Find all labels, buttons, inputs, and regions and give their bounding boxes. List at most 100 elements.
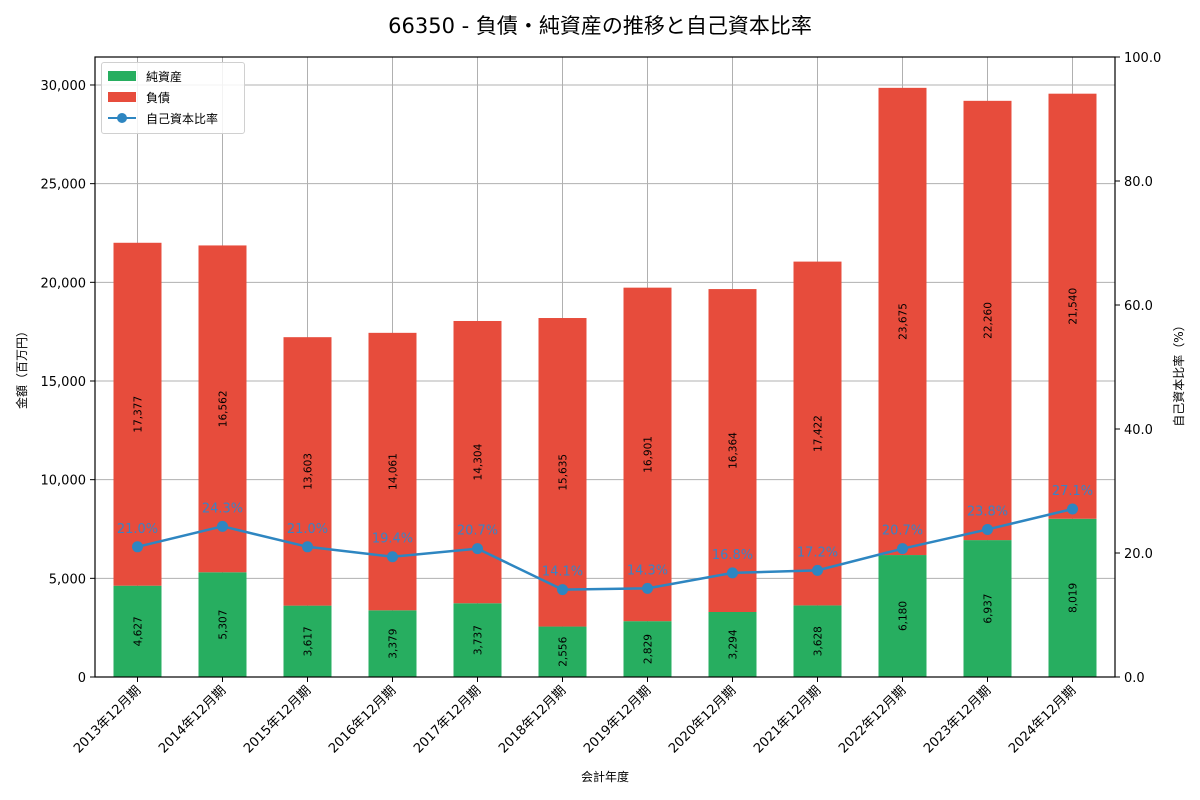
y-left-tick-label: 15,000 bbox=[41, 375, 87, 390]
legend-label-ratio: 自己資本比率 bbox=[146, 111, 219, 126]
bar-value-label-net-assets: 5,307 bbox=[218, 610, 230, 640]
y-right-tick-label: 40.0 bbox=[1124, 423, 1153, 438]
y-right-tick-label: 100.0 bbox=[1124, 51, 1161, 66]
ratio-value-label: 16.8% bbox=[712, 548, 753, 563]
bar-value-label-net-assets: 4,627 bbox=[133, 616, 145, 646]
ratio-line-marker-icon bbox=[108, 113, 136, 123]
bar-net-assets bbox=[963, 540, 1012, 677]
y-left-tick-label: 0 bbox=[78, 671, 86, 686]
bar-value-label-net-assets: 3,628 bbox=[813, 626, 825, 656]
y-left-tick-label: 5,000 bbox=[49, 572, 86, 587]
ratio-value-label: 14.3% bbox=[627, 563, 668, 578]
ratio-marker bbox=[472, 543, 483, 555]
bar-liabilities bbox=[538, 318, 587, 627]
bar-net-assets bbox=[1048, 518, 1097, 677]
bar-value-label-liabilities: 14,061 bbox=[388, 453, 400, 490]
ratio-value-label: 14.1% bbox=[542, 565, 583, 580]
bar-value-label-liabilities: 22,260 bbox=[983, 302, 995, 339]
x-tick-label: 2024年12月期 bbox=[1006, 683, 1079, 756]
bar-value-label-net-assets: 3,617 bbox=[303, 626, 315, 656]
bar-net-assets bbox=[623, 621, 672, 677]
x-tick-label: 2016年12月期 bbox=[326, 683, 399, 756]
ratio-marker bbox=[132, 541, 143, 553]
net-assets-swatch-icon bbox=[108, 71, 136, 81]
liabilities-swatch-icon bbox=[108, 92, 136, 102]
x-tick-label: 2019年12月期 bbox=[581, 683, 654, 756]
ratio-value-label: 23.8% bbox=[967, 504, 1008, 519]
ratio-marker bbox=[387, 551, 398, 563]
y-right-tick-label: 80.0 bbox=[1124, 175, 1153, 190]
bar-value-label-liabilities: 21,540 bbox=[1068, 288, 1080, 325]
bar-liabilities bbox=[368, 332, 417, 611]
bar-value-label-liabilities: 16,901 bbox=[643, 436, 655, 473]
bar-liabilities bbox=[283, 337, 332, 606]
bar-value-label-liabilities: 16,562 bbox=[218, 390, 230, 427]
bar-liabilities bbox=[1048, 93, 1097, 519]
bar-net-assets bbox=[198, 572, 247, 677]
legend: 純資産 負債 自己資本比率 bbox=[101, 62, 245, 134]
legend-label-liabilities: 負債 bbox=[146, 90, 171, 105]
y-right-tick-label: 20.0 bbox=[1124, 547, 1153, 562]
bar-value-label-liabilities: 15,635 bbox=[558, 454, 570, 491]
y-left-tick-label: 30,000 bbox=[41, 79, 87, 94]
bar-value-label-net-assets: 3,737 bbox=[473, 625, 485, 655]
bar-value-label-liabilities: 14,304 bbox=[473, 443, 485, 480]
ratio-marker bbox=[812, 564, 823, 576]
bar-value-label-net-assets: 6,937 bbox=[983, 594, 995, 624]
bar-liabilities bbox=[198, 245, 247, 573]
bar-liabilities bbox=[963, 100, 1012, 541]
ratio-value-label: 17.2% bbox=[797, 545, 838, 560]
ratio-value-label: 20.7% bbox=[457, 524, 498, 539]
x-tick-label: 2023年12月期 bbox=[921, 683, 994, 756]
bar-value-label-net-assets: 2,829 bbox=[643, 634, 655, 664]
bar-net-assets bbox=[538, 626, 587, 677]
bar-net-assets bbox=[878, 555, 927, 677]
ratio-marker bbox=[727, 567, 738, 579]
x-tick-label: 2015年12月期 bbox=[241, 683, 314, 756]
y-left-tick-label: 20,000 bbox=[41, 276, 87, 291]
bar-net-assets bbox=[793, 605, 842, 677]
x-tick-label: 2014年12月期 bbox=[156, 683, 229, 756]
bar-value-label-net-assets: 8,019 bbox=[1068, 583, 1080, 613]
ratio-value-label: 21.0% bbox=[117, 522, 158, 537]
x-axis-label: 会計年度 bbox=[581, 769, 629, 784]
ratio-marker bbox=[642, 582, 653, 594]
x-tick-label: 2021年12月期 bbox=[751, 683, 824, 756]
bar-value-label-net-assets: 2,556 bbox=[558, 636, 570, 666]
y-right-tick-label: 0.0 bbox=[1124, 671, 1145, 686]
y-left-tick-label: 10,000 bbox=[41, 474, 87, 489]
chart-title: 66350 - 負債・純資産の推移と自己資本比率 bbox=[388, 14, 812, 38]
bar-series: 4,627 17,377 5,307 16,562 3,617 13,603 3,379 14… bbox=[113, 87, 1097, 677]
legend-item-ratio: 自己資本比率 bbox=[108, 109, 218, 127]
y-axis-right-label: 自己資本比率（%） bbox=[1171, 319, 1186, 426]
bar-value-label-liabilities: 17,422 bbox=[813, 415, 825, 452]
bar-value-label-liabilities: 17,377 bbox=[133, 396, 145, 433]
y-right-tick-label: 60.0 bbox=[1124, 299, 1153, 314]
bar-value-label-net-assets: 6,180 bbox=[898, 601, 910, 631]
bar-liabilities bbox=[793, 261, 842, 606]
legend-item-liabilities: 負債 bbox=[108, 88, 170, 106]
ratio-value-label: 21.0% bbox=[287, 522, 328, 537]
bar-value-label-liabilities: 16,364 bbox=[728, 432, 740, 469]
x-tick-label: 2018年12月期 bbox=[496, 683, 569, 756]
ratio-marker bbox=[557, 584, 568, 596]
bar-value-label-net-assets: 3,294 bbox=[728, 629, 740, 659]
legend-item-net-assets: 純資産 bbox=[108, 67, 182, 85]
bar-value-label-liabilities: 13,603 bbox=[303, 453, 315, 490]
bar-net-assets bbox=[113, 585, 162, 677]
plot-frame bbox=[94, 56, 1116, 678]
grid-lines bbox=[95, 57, 1115, 678]
bar-liabilities bbox=[113, 242, 162, 586]
x-tick-label: 2022年12月期 bbox=[836, 683, 909, 756]
ratio-marker bbox=[897, 543, 908, 555]
ratio-marker bbox=[1067, 503, 1078, 515]
bar-liabilities bbox=[708, 289, 757, 612]
y-axis-left-label: 金額（百万円） bbox=[14, 325, 29, 409]
bar-net-assets bbox=[453, 603, 502, 677]
bar-value-label-net-assets: 3,379 bbox=[388, 629, 400, 659]
bar-liabilities bbox=[623, 287, 672, 622]
ratio-marker bbox=[982, 523, 993, 535]
bar-value-label-liabilities: 23,675 bbox=[898, 303, 910, 340]
ratio-value-label: 24.3% bbox=[202, 501, 243, 516]
